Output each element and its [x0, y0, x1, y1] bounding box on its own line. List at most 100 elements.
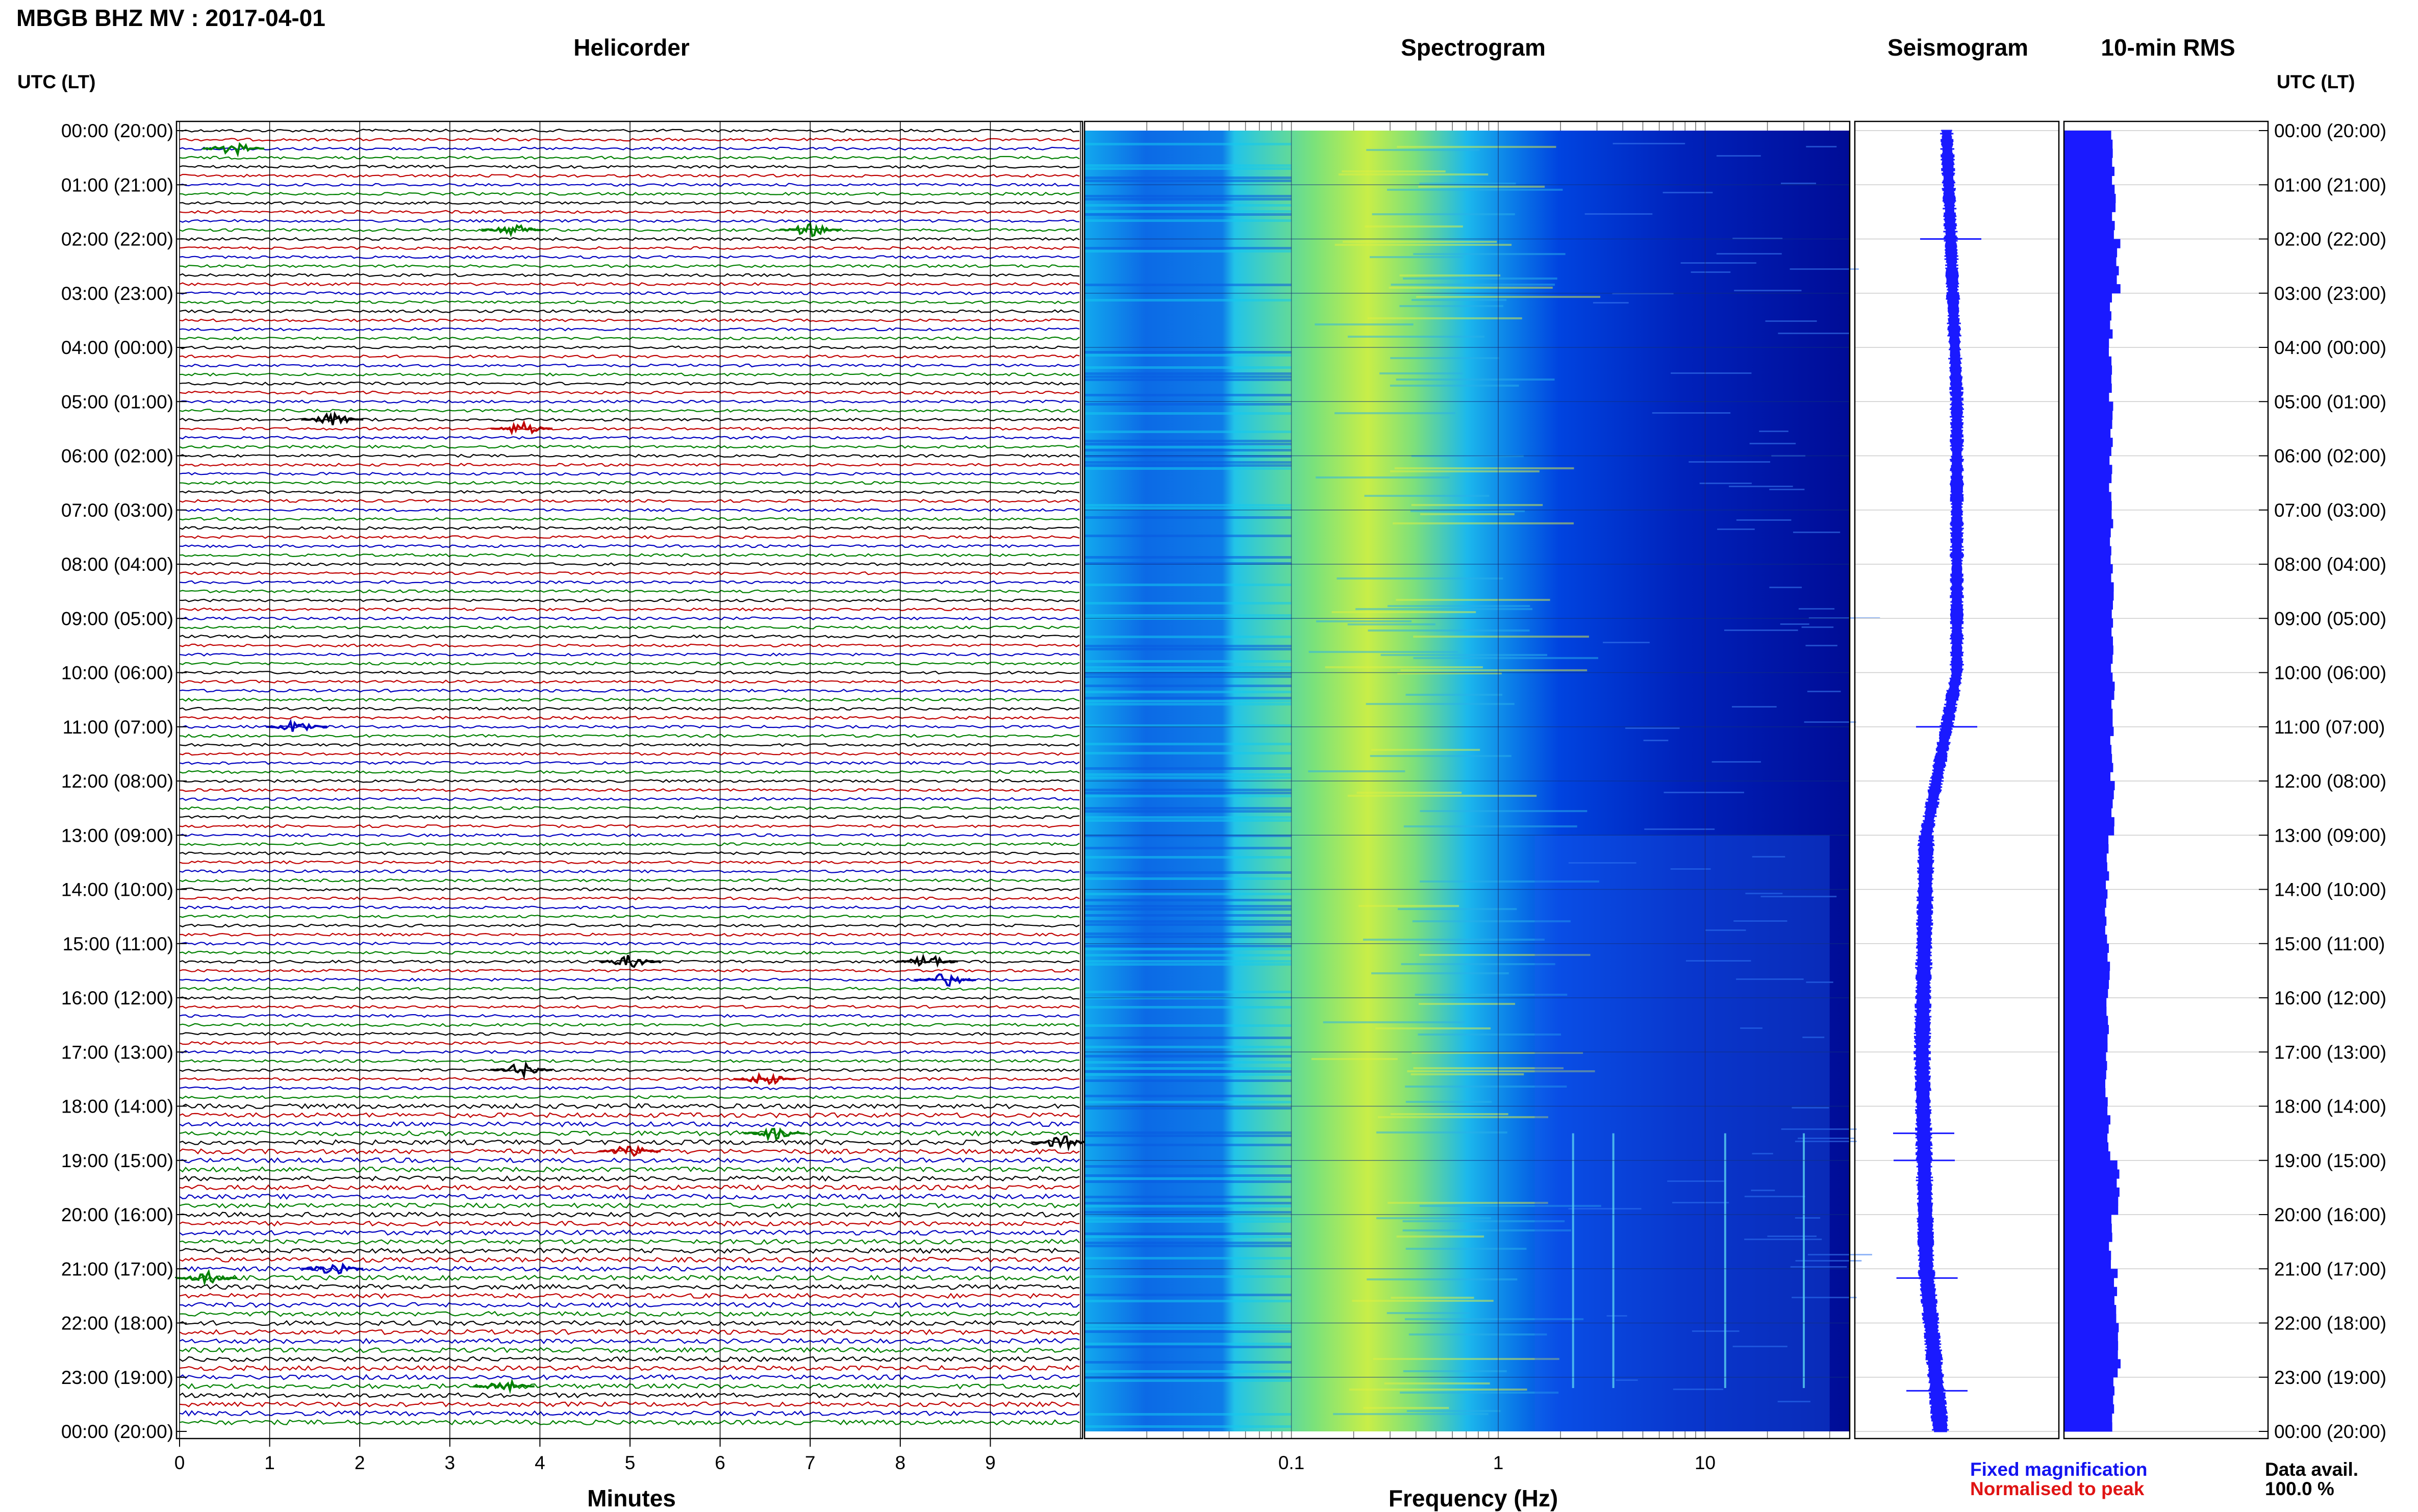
spectrogram-texture: [1085, 1346, 1292, 1348]
spectrogram-texture: [1085, 379, 1292, 381]
rms-bar: [2064, 510, 2112, 519]
spectrogram-texture: [1085, 366, 1292, 369]
spectrogram-texture: [1691, 271, 1731, 273]
helicorder-trace: [179, 1193, 1080, 1200]
helicorder-trace: [179, 1112, 1080, 1119]
helicorder-trace: [179, 1175, 1080, 1182]
rms-bar: [2064, 962, 2110, 971]
spectrogram-texture: [1366, 703, 1515, 705]
rms-bar: [2064, 1006, 2107, 1016]
spectrogram-texture: [1085, 516, 1292, 519]
spectrogram-texture: [1085, 562, 1292, 565]
spectrogram-texture: [1085, 535, 1292, 537]
spectrogram-texture: [1085, 394, 1292, 396]
spectrogram-texture: [1408, 1333, 1547, 1335]
helicorder-trace: [179, 987, 1079, 991]
spectrogram-texture: [1724, 629, 1798, 631]
spectrogram-texture: [1085, 1055, 1292, 1057]
spectrogram-texture: [1387, 605, 1530, 607]
rms-bar: [2064, 383, 2112, 393]
rms-bar: [2064, 365, 2112, 375]
helicorder-trace: [179, 481, 1080, 485]
time-label-right: 16:00 (12:00): [2274, 988, 2386, 1009]
spectrogram-texture: [1689, 461, 1771, 463]
helicorder-trace: [179, 752, 1080, 756]
spectrogram-texture: [1643, 740, 1669, 741]
helicorder-trace: [179, 1374, 1080, 1380]
spectrogram-texture: [1396, 599, 1550, 601]
helicorder-trace: [179, 273, 1080, 278]
rms-bar: [2064, 158, 2112, 167]
rms-bar: [2064, 853, 2107, 863]
helicorder-event: [895, 953, 958, 968]
rms-bar: [2064, 555, 2111, 565]
rms-bar: [2064, 284, 2121, 294]
helicorder-trace: [179, 950, 1080, 955]
time-label-right: 21:00 (17:00): [2274, 1258, 2386, 1279]
helicorder-x-tick-label: 5: [625, 1452, 636, 1473]
spectrogram-texture: [1412, 920, 1571, 922]
spectrogram-texture: [1085, 835, 1292, 837]
spectrogram-texture: [1085, 250, 1292, 253]
spectrogram-texture: [1085, 1327, 1292, 1330]
spectrogram-texture: [1085, 1242, 1292, 1244]
helicorder-trace: [179, 779, 1080, 783]
rms-bar: [2064, 1232, 2112, 1242]
helicorder-trace: [179, 969, 1080, 973]
spectrogram-texture: [1334, 244, 1512, 246]
helicorder-event: [598, 1145, 661, 1157]
helicorder-trace: [179, 598, 1080, 602]
spectrogram-texture: [1085, 1037, 1292, 1039]
helicorder-trace: [179, 363, 1080, 368]
spectrogram-texture: [1085, 1061, 1292, 1064]
spectrogram-texture: [1085, 752, 1292, 754]
helicorder-trace: [179, 716, 1080, 720]
spectrogram-texture: [1403, 278, 1557, 280]
spectrogram-texture: [1680, 262, 1756, 264]
rms-bar: [2064, 645, 2113, 655]
time-label-right: 14:00 (10:00): [2274, 879, 2386, 900]
spectrogram-texture: [1376, 1217, 1492, 1219]
rms-bar: [2064, 1277, 2114, 1288]
rms-bar: [2064, 438, 2113, 447]
time-label-right: 01:00 (21:00): [2274, 174, 2386, 195]
rms-bar: [2064, 1377, 2113, 1387]
rms-bar: [2064, 907, 2105, 917]
rms-bar: [2064, 338, 2109, 348]
rms-bar: [2064, 618, 2113, 628]
helicorder-header: Helicorder: [573, 34, 690, 61]
spectrogram-texture: [1085, 1343, 1292, 1345]
time-label-left: 20:00 (16:00): [61, 1204, 173, 1225]
spectrogram-texture: [1367, 317, 1522, 319]
spectrogram-texture: [1085, 1425, 1292, 1428]
spectrogram-texture: [1375, 1027, 1491, 1029]
spectrogram-texture: [1378, 1116, 1548, 1118]
rms-bar: [2064, 148, 2113, 158]
helicorder-trace: [179, 1086, 1080, 1091]
helicorder-trace: [179, 1211, 1080, 1218]
rms-bar: [2064, 257, 2117, 267]
helicorder-trace: [179, 472, 1080, 476]
rms-bar: [2064, 1016, 2108, 1025]
time-label-left: 03:00 (23:00): [61, 283, 173, 304]
spectrogram-texture: [1085, 1257, 1292, 1259]
spectrogram-texture: [1085, 464, 1292, 467]
spectrogram-texture: [1663, 192, 1713, 193]
spectrogram-texture: [1085, 1217, 1292, 1220]
spectrogram-texture: [1401, 963, 1555, 965]
spectrogram-texture: [1396, 379, 1555, 381]
spectrogram-texture: [1085, 602, 1292, 604]
spectrogram-texture: [1652, 412, 1731, 414]
spectrogram-texture: [1801, 626, 1834, 628]
panel-frame: [1854, 120, 2060, 1440]
rms-bar: [2064, 1097, 2108, 1106]
spectrogram-texture: [1085, 431, 1292, 433]
spectrogram-texture: [1390, 385, 1519, 387]
spectrogram-texture: [1085, 403, 1292, 406]
spectrogram-texture: [1413, 636, 1589, 638]
spectrogram-texture: [1407, 1070, 1595, 1072]
spectrogram-texture: [1416, 296, 1601, 298]
rms-bar: [2064, 699, 2111, 709]
spectrogram-texture: [1792, 1107, 1829, 1108]
